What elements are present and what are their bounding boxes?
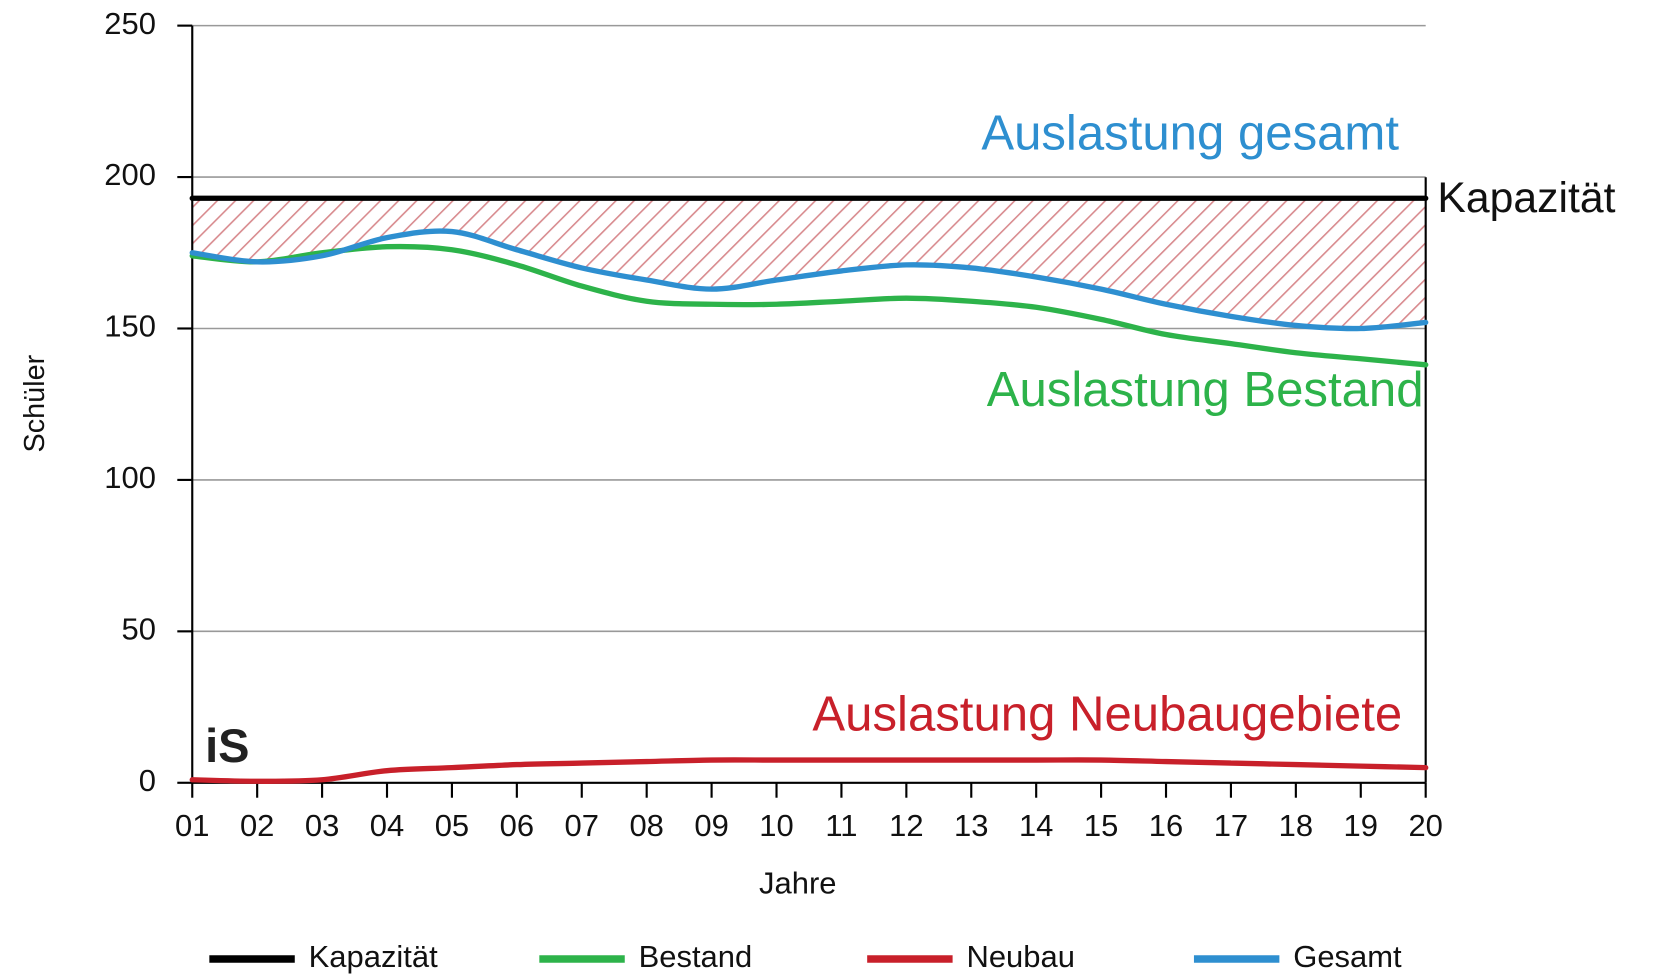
y-axis-label: Schüler	[19, 354, 51, 452]
legend-label: Gesamt	[1293, 939, 1402, 974]
x-tick-label: 13	[954, 808, 988, 843]
x-tick-label: 05	[435, 808, 469, 843]
legend-label: Neubau	[966, 939, 1074, 974]
line-3	[189, 228, 1429, 332]
x-axis-label: Jahre	[759, 865, 836, 900]
annotation: Auslastung gesamt	[981, 107, 1399, 161]
legend-label: Bestand	[639, 939, 753, 974]
x-tick-label: 09	[694, 808, 728, 843]
annotation: Auslastung Bestand	[987, 363, 1424, 417]
x-tick-label: 11	[825, 808, 857, 843]
x-tick-label: 17	[1214, 808, 1248, 843]
y-tick-label: 100	[104, 460, 156, 495]
y-tick-label: 200	[104, 157, 156, 192]
annotation: Kapazität	[1437, 174, 1615, 222]
y-tick-label: 50	[122, 612, 156, 647]
annotation: Auslastung Neubaugebiete	[812, 688, 1402, 742]
x-tick-label: 10	[759, 808, 793, 843]
line-1	[189, 243, 1429, 368]
y-tick-label: 250	[104, 6, 156, 41]
x-tick-label: 01	[175, 808, 209, 843]
x-tick-label: 07	[565, 808, 599, 843]
x-tick-label: 15	[1084, 808, 1118, 843]
x-tick-label: 03	[305, 808, 339, 843]
y-tick-label: 0	[139, 763, 156, 798]
x-tick-label: 20	[1408, 808, 1442, 843]
x-tick-label: 06	[500, 808, 534, 843]
logo: iS	[205, 719, 249, 772]
x-tick-label: 02	[240, 808, 274, 843]
x-tick-label: 16	[1149, 808, 1183, 843]
x-tick-label: 12	[889, 808, 923, 843]
x-tick-label: 18	[1279, 808, 1313, 843]
x-tick-label: 14	[1019, 808, 1053, 843]
legend-label: Kapazität	[309, 939, 438, 974]
y-tick-label: 150	[104, 309, 156, 344]
line-2	[189, 757, 1429, 784]
x-tick-label: 04	[370, 808, 404, 843]
x-tick-label: 08	[629, 808, 663, 843]
capacity-gap	[192, 198, 1426, 329]
x-tick-label: 19	[1344, 808, 1378, 843]
